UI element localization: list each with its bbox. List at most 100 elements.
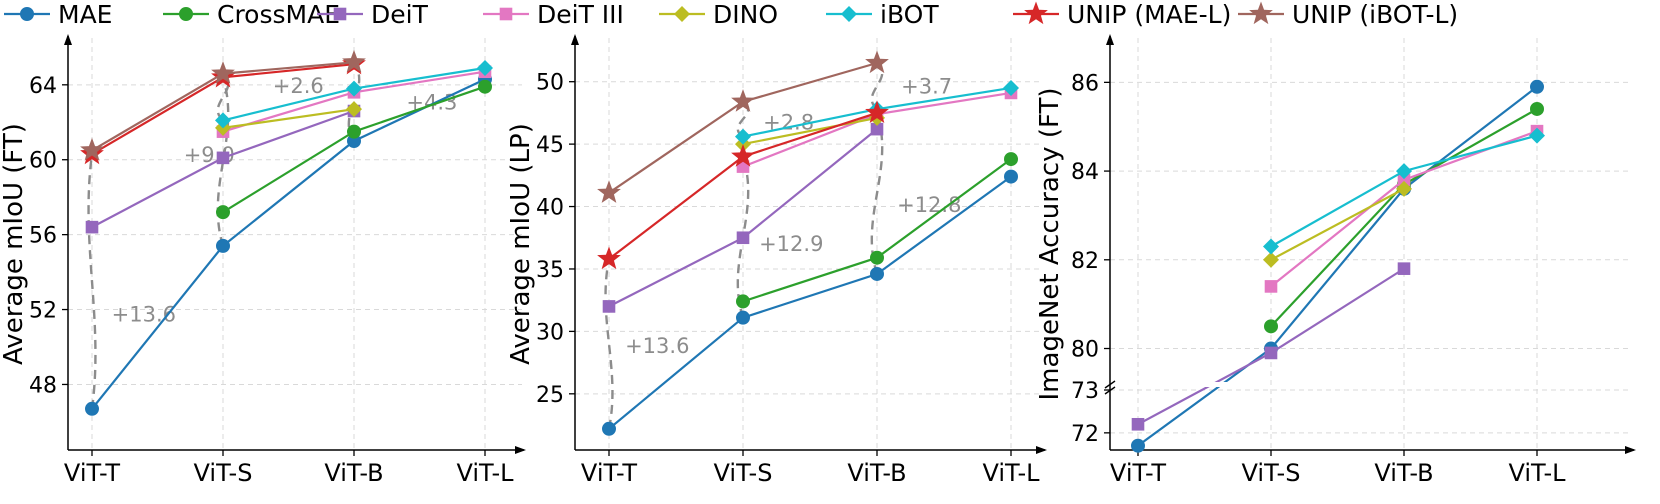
data-point-unip-ibot-l (731, 89, 755, 112)
series-mae (1131, 79, 1544, 453)
data-point-unip-ibot-l (80, 137, 104, 161)
data-point-deit (736, 231, 750, 245)
x-axis-arrow (1036, 446, 1047, 454)
series-dino (1263, 180, 1412, 268)
data-point-crossmae (478, 79, 492, 94)
series-unip-mae-l (597, 100, 889, 270)
y-tick-label: 45 (536, 133, 564, 158)
x-axis-arrow (515, 446, 526, 454)
y-tick-label: 35 (536, 258, 564, 283)
legend-label-unip-mae-l: UNIP (MAE-L) (1067, 0, 1231, 29)
data-point-unip-mae-l (865, 100, 889, 124)
y-tick-label: 52 (29, 299, 57, 324)
panel-ft-miou: ViT-T ViT-S ViT-B ViT-L4852566064+13.6+9.0+… (0, 34, 526, 487)
series-ibot (1263, 127, 1545, 255)
legend-marker-crossmae (179, 7, 193, 21)
series-line-dino (1270, 187, 1405, 261)
gain-arrow (87, 153, 97, 409)
x-tick-label: ViT-S (714, 459, 773, 487)
y-tick-label: 73 (1071, 379, 1099, 404)
data-point-mae (85, 401, 99, 416)
gain-arrow (216, 76, 230, 247)
y-axis-label: Average mIoU (FT) (0, 123, 29, 365)
y-axis-arrow (1106, 34, 1114, 45)
data-point-ibot (1529, 127, 1545, 144)
data-point-crossmae (736, 294, 750, 309)
x-tick-label: ViT-B (847, 459, 906, 487)
data-point-ibot (1003, 79, 1019, 96)
data-point-mae (736, 310, 750, 325)
data-point-ibot (1396, 163, 1412, 180)
series-unip-ibot-l (597, 50, 889, 203)
data-point-mae (216, 238, 230, 253)
data-point-mae (870, 266, 884, 281)
y-tick-label: 48 (29, 373, 57, 398)
legend-label-deit-iii: DeiT III (537, 0, 624, 29)
legend-marker-unip-ibot-l (1249, 1, 1273, 25)
data-point-ibot (346, 80, 362, 97)
legend-label-dino: DINO (713, 0, 778, 29)
x-tick-label: ViT-S (194, 459, 253, 487)
data-point-deit (216, 151, 230, 165)
y-tick-label: 82 (1071, 249, 1099, 274)
series-line-dino (742, 116, 878, 146)
y-tick-label: 72 (1071, 422, 1099, 447)
y-tick-label: 64 (29, 74, 57, 99)
y-tick-label: 80 (1071, 338, 1099, 363)
data-point-deit (1131, 417, 1145, 431)
legend-marker-ibot (841, 6, 857, 22)
y-tick-label: 50 (536, 71, 564, 96)
gain-label: +13.6 (112, 302, 176, 326)
series-line-mae (91, 78, 486, 410)
series-line-dino (222, 108, 355, 129)
legend-marker-unip-mae-l (1024, 1, 1048, 25)
x-tick-label: ViT-T (1110, 459, 1166, 487)
data-point-unip-mae-l (597, 246, 621, 270)
data-point-deit (602, 300, 616, 313)
panel-lp-miou: ViT-T ViT-S ViT-B ViT-L 25 30 35 40 45 50 +13.6 +12… (506, 34, 1047, 487)
series-deit (1131, 262, 1411, 431)
axis-break-mark (1104, 386, 1116, 395)
data-point-dino (1263, 251, 1279, 268)
data-point-unip-ibot-l (865, 50, 889, 74)
y-tick-label: 86 (1071, 71, 1099, 96)
data-point-deit (870, 122, 884, 136)
data-point-ibot (735, 128, 751, 145)
data-point-crossmae (870, 250, 884, 265)
panel-imagenet-accuracy: ViT-T ViT-S ViT-B ViT-L 80 82 84 86 72 73ImageNet… (1035, 34, 1636, 487)
data-point-crossmae (1004, 152, 1018, 167)
x-tick-label: ViT-L (456, 459, 514, 487)
data-point-deit (1397, 262, 1411, 275)
data-point-deit (85, 220, 99, 234)
x-tick-label: ViT-L (1508, 459, 1566, 487)
series-unip-ibot-l (80, 49, 366, 161)
data-point-ibot (1263, 238, 1279, 255)
x-axis-arrow (1625, 446, 1636, 454)
legend-label-ibot: iBOT (880, 0, 939, 29)
data-point-unip-ibot-l (342, 49, 366, 73)
x-tick-label: ViT-S (1242, 459, 1301, 487)
data-point-dino (1396, 180, 1412, 197)
series-crossmae (736, 152, 1018, 309)
gain-label: +12.9 (759, 232, 823, 256)
gain-arrow (604, 258, 614, 430)
data-point-ibot (215, 112, 231, 129)
data-point-crossmae (347, 124, 361, 139)
legend-marker-dino (674, 6, 690, 22)
legend: MAE CrossMAE DeiT DeiT III DINO iBOT UNIP (MAE… (4, 0, 1458, 29)
data-point-mae (602, 421, 616, 436)
y-tick-label: 84 (1071, 160, 1099, 185)
y-tick-label: 40 (536, 196, 564, 221)
axis-break-mark (1104, 380, 1116, 389)
data-point-crossmae (1264, 319, 1278, 334)
legend-marker-deit (333, 7, 347, 21)
data-point-ibot (477, 59, 493, 76)
legend-marker-deit-iii (499, 7, 513, 21)
x-tick-label: ViT-T (64, 459, 120, 487)
series-line-mae (608, 175, 1012, 430)
gain-label: +3.7 (901, 74, 952, 98)
legend-label-unip-ibot-l: UNIP (iBOT-L) (1292, 0, 1458, 29)
series-ibot (215, 59, 493, 129)
data-point-unip-ibot-l (597, 180, 621, 203)
